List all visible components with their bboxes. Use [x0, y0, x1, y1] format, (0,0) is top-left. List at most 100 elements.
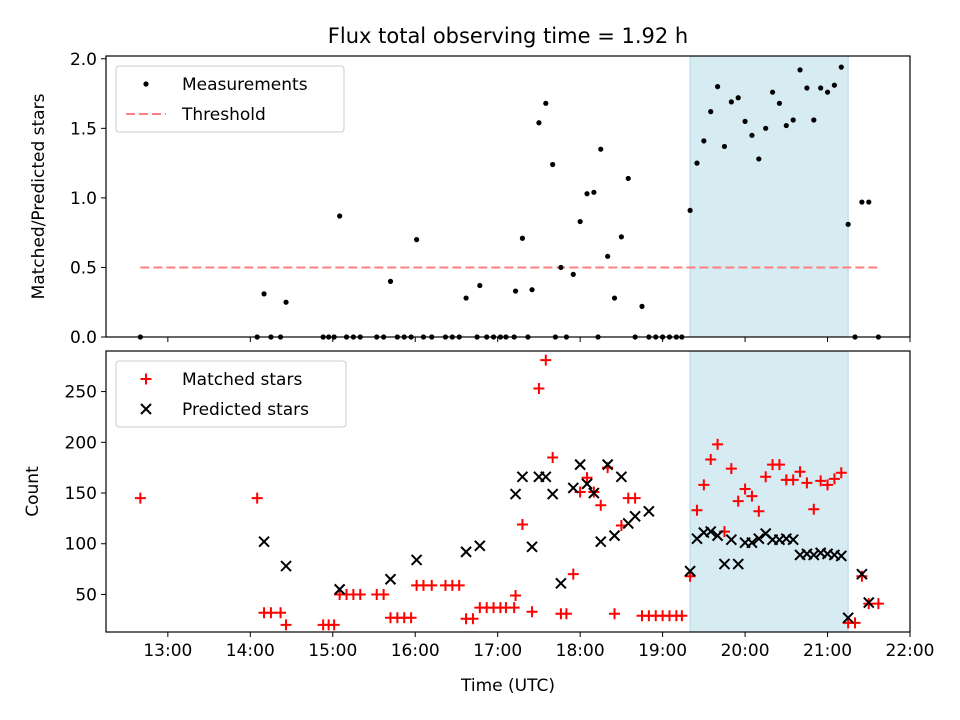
data-point [581, 478, 593, 490]
data-point [872, 598, 884, 610]
y-tick-label: 1.0 [70, 189, 97, 209]
data-point [555, 577, 567, 590]
y-tick-label: 50 [75, 585, 97, 605]
data-point [842, 612, 854, 624]
data-point [783, 122, 789, 129]
data-point [591, 189, 597, 195]
y-axis-label: Matched/Predicted stars [29, 93, 49, 299]
legend-label: Predicted stars [182, 400, 309, 420]
data-point [574, 458, 586, 471]
y-tick-label: 2.0 [70, 50, 97, 70]
data-point [463, 295, 469, 301]
data-point [550, 161, 556, 168]
x-tick-label: 18:00 [556, 641, 605, 661]
data-point [474, 540, 486, 552]
data-point [831, 82, 838, 88]
data-point [598, 146, 604, 152]
data-point [711, 529, 724, 542]
data-point [725, 533, 738, 546]
data-point [705, 525, 717, 538]
data-point [639, 303, 645, 309]
legend-label: Matched stars [182, 370, 302, 390]
data-point [845, 221, 851, 227]
data-point [691, 504, 703, 516]
data-point [354, 588, 366, 600]
data-point [756, 156, 762, 162]
data-point [797, 67, 803, 73]
data-point [643, 505, 655, 517]
y-tick-label: 1.5 [70, 119, 97, 139]
y-tick-label: 100 [65, 535, 97, 555]
data-point [684, 565, 696, 577]
data-point [510, 589, 522, 601]
data-point [516, 471, 529, 483]
x-tick-label: 16:00 [391, 641, 440, 661]
data-point [824, 89, 831, 95]
data-point [615, 471, 628, 483]
data-point [605, 253, 611, 259]
data-point [275, 607, 287, 619]
data-point [405, 612, 417, 624]
data-point [742, 118, 748, 124]
data-point [753, 532, 765, 545]
legend-label: Threshold [181, 105, 266, 125]
data-point [790, 117, 796, 123]
data-point [577, 218, 583, 225]
data-point [698, 479, 710, 491]
data-point [808, 503, 820, 515]
data-point [526, 541, 538, 553]
legend-box [115, 65, 345, 133]
data-point [721, 143, 728, 150]
data-point [787, 474, 799, 486]
data-point [595, 499, 607, 511]
data-point [337, 213, 343, 219]
data-point [328, 619, 340, 631]
data-point [739, 483, 751, 495]
data-point [787, 533, 799, 546]
data-point [460, 546, 472, 558]
data-point [384, 573, 397, 585]
data-point [414, 237, 420, 243]
data-point [676, 610, 688, 622]
data-point [261, 291, 267, 297]
data-point [333, 583, 346, 596]
x-tick-label: 15:00 [308, 641, 357, 661]
legend: Matched stars Predicted stars [115, 360, 347, 428]
data-point [760, 471, 772, 483]
data-point [749, 132, 755, 138]
bottom-panel: 50 100 150 200 250 13:00 14:00 15:00 16:00 17:00 1… [23, 350, 935, 696]
y-tick-label: 250 [65, 383, 97, 403]
y-axis-label: Count [23, 466, 43, 517]
highlight-span [689, 55, 849, 338]
top-panel: 0.0 0.5 1.0 1.5 2.0 Matched/Predicted stars Me… [29, 50, 911, 348]
data-point [735, 95, 741, 101]
data-point [265, 607, 277, 619]
data-point [701, 138, 707, 144]
data-point [536, 120, 542, 126]
data-point [794, 466, 806, 478]
data-point [547, 452, 559, 464]
data-point [773, 459, 785, 471]
x-tick-label: 20:00 [721, 641, 770, 661]
data-point [608, 529, 621, 542]
data-point [804, 85, 810, 91]
legend-marker [143, 81, 149, 87]
data-point [540, 471, 552, 483]
data-point [694, 160, 700, 166]
data-point [519, 235, 526, 241]
legend: Measurements Threshold [115, 65, 345, 133]
data-point [714, 84, 721, 90]
data-point [708, 109, 714, 115]
data-point [822, 479, 834, 491]
y-tick-label: 200 [65, 433, 97, 453]
legend-label: Measurements [182, 75, 308, 95]
data-point [629, 510, 641, 523]
data-point [629, 492, 641, 504]
data-point [815, 475, 827, 487]
data-point [251, 492, 263, 504]
data-point [601, 458, 614, 471]
data-point [280, 619, 292, 631]
data-point [512, 288, 519, 294]
data-point [426, 579, 438, 591]
